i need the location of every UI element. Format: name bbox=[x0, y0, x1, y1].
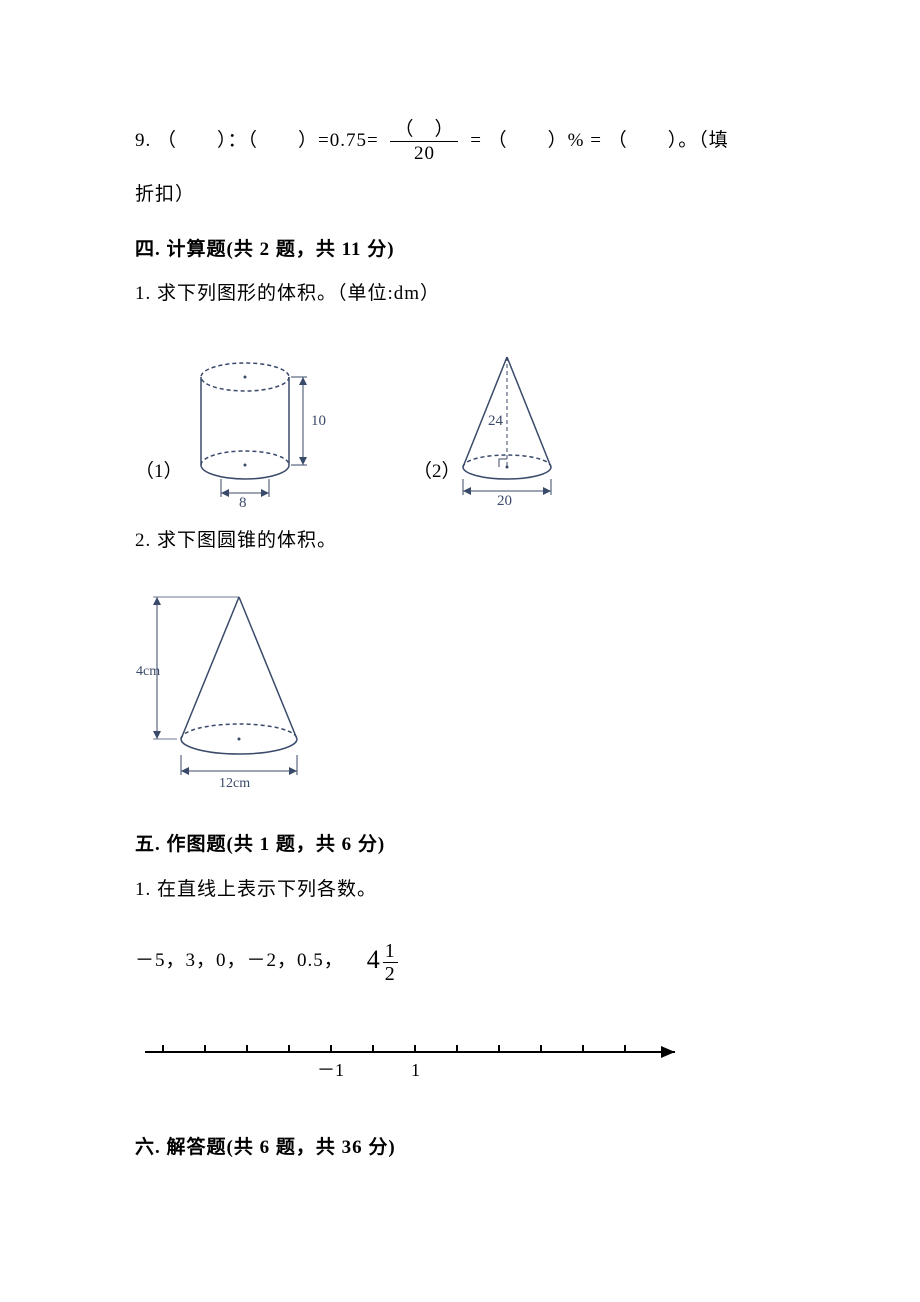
q9-frac-num: （ ） bbox=[390, 120, 458, 142]
numberline-svg: －1 1 bbox=[135, 1024, 695, 1094]
sec6-title: 六. 解答题(共 6 题，共 36 分) bbox=[135, 1134, 790, 1163]
sec5-nums: －5，3，0，－2，0.5， bbox=[135, 950, 344, 971]
q9-prefix: 9. （ ）：（ ）=0.75= bbox=[135, 130, 379, 151]
figures-svg: （1） 10 8 bbox=[135, 349, 655, 509]
figure-row: （1） 10 8 bbox=[135, 349, 790, 499]
sec4-q1: 1. 求下列图形的体积。（单位:dm） bbox=[135, 280, 790, 309]
mixed-whole: 4 bbox=[367, 945, 381, 974]
mixed-frac: 1 2 bbox=[383, 941, 398, 984]
cone2-figure: 14cm 12cm bbox=[135, 597, 297, 791]
fig2-label: （2） bbox=[413, 460, 461, 482]
q9-mid: = （ ）% = （ ）。（填 bbox=[470, 130, 729, 151]
cone2-svg: 14cm 12cm bbox=[135, 591, 335, 791]
cone1-figure: 24 20 bbox=[463, 357, 551, 509]
sec5-nums-row: －5，3，0，－2，0.5， 4 1 2 bbox=[135, 940, 790, 984]
mixed-fraction: 4 1 2 bbox=[367, 940, 398, 984]
sec5-q1: 1. 在直线上表示下列各数。 bbox=[135, 876, 790, 905]
q9-line2: 折扣） bbox=[135, 181, 790, 210]
svg-text:1: 1 bbox=[411, 1060, 420, 1080]
cyl-h-label: 10 bbox=[311, 413, 326, 429]
numberline-wrap: －1 1 bbox=[135, 1024, 790, 1094]
cone2-h-label: 14cm bbox=[135, 664, 160, 679]
mixed-num: 1 bbox=[383, 941, 398, 963]
fig1-label: （1） bbox=[135, 460, 183, 482]
sec4-title: 四. 计算题(共 2 题，共 11 分) bbox=[135, 236, 790, 265]
q9-frac-den: 20 bbox=[390, 142, 458, 163]
cylinder-figure: 10 8 bbox=[201, 363, 326, 509]
cyl-d-label: 8 bbox=[239, 495, 247, 509]
svg-text:－1: －1 bbox=[317, 1060, 344, 1080]
q9-line1: 9. （ ）：（ ）=0.75= （ ） 20 = （ ）% = （ ）。（填 bbox=[135, 120, 790, 163]
cone1-d-label: 20 bbox=[497, 493, 512, 509]
mixed-den: 2 bbox=[383, 963, 398, 984]
numberline: －1 1 bbox=[145, 1045, 675, 1080]
sec4-q2: 2. 求下图圆锥的体积。 bbox=[135, 527, 790, 556]
q9-fraction: （ ） 20 bbox=[390, 120, 458, 163]
cone2-d-label: 12cm bbox=[219, 776, 250, 791]
cone2-wrap: 14cm 12cm bbox=[135, 591, 790, 791]
cone1-h-label: 24 bbox=[488, 413, 504, 429]
sec5-title: 五. 作图题(共 1 题，共 6 分) bbox=[135, 831, 790, 860]
